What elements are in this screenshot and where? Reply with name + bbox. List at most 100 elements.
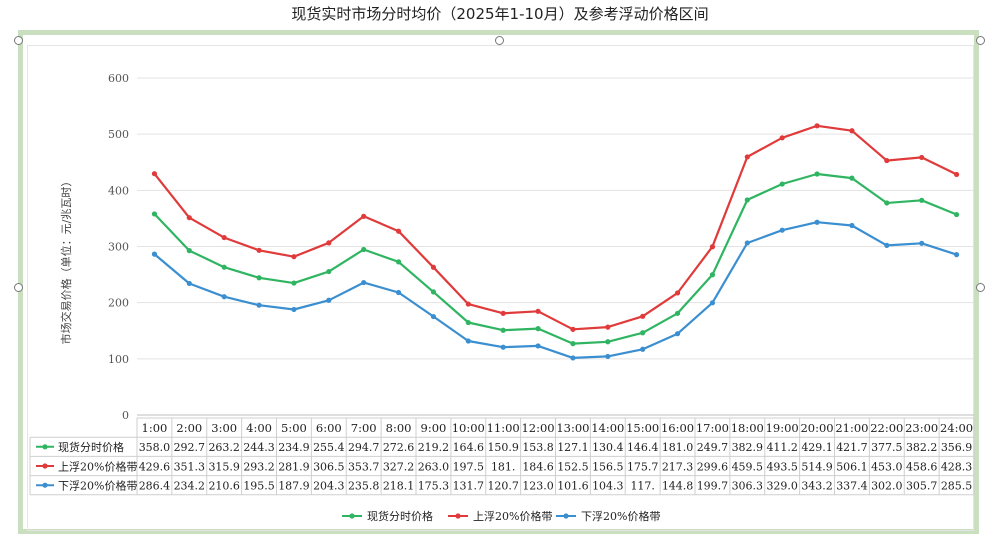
data-point <box>326 268 332 275</box>
x-tick-label: 1:00 <box>142 421 168 435</box>
y-tick-label: 300 <box>108 241 129 254</box>
data-point <box>395 259 402 265</box>
x-tick-label: 7:00 <box>351 421 377 435</box>
x-tick-label: 19:00 <box>766 421 799 435</box>
data-point <box>291 306 297 313</box>
table-cell-value: 263.2 <box>208 441 240 454</box>
x-tick-label: 23:00 <box>905 421 938 435</box>
table-cell-value: 493.5 <box>766 460 798 473</box>
chart-frame[interactable] <box>18 30 979 534</box>
plot-container <box>27 45 974 531</box>
table-cell-value: 281.9 <box>278 460 310 473</box>
data-point <box>953 211 960 218</box>
data-point <box>465 319 471 326</box>
series-line <box>153 221 957 359</box>
table-cell-value: 181.0 <box>662 441 694 454</box>
table-cell-value: 358.0 <box>139 441 171 454</box>
table-cell-value: 234.9 <box>278 441 310 454</box>
table-cell-value: 187.9 <box>278 480 310 493</box>
x-tick-label: 5:00 <box>281 421 307 435</box>
data-point <box>535 343 541 349</box>
data-point <box>291 280 297 286</box>
data-point <box>430 264 437 270</box>
table-cell-value: 218.1 <box>383 480 415 493</box>
x-tick-label: 17:00 <box>696 421 729 435</box>
data-point <box>709 272 716 278</box>
table-cell-value: 219.2 <box>418 441 450 454</box>
data-point <box>953 171 960 178</box>
data-point <box>605 339 611 345</box>
data-point <box>744 240 750 246</box>
table-cell-value: 120.7 <box>487 480 519 493</box>
resize-handle-middle-left[interactable] <box>14 283 23 292</box>
x-tick-label: 8:00 <box>386 421 412 435</box>
data-point <box>744 197 750 203</box>
table-cell-value: 199.7 <box>697 480 729 493</box>
x-tick-label: 13:00 <box>556 421 589 435</box>
table-cell-value: 421.7 <box>836 441 868 454</box>
data-point <box>186 280 192 287</box>
table-cell-value: 249.7 <box>697 441 729 454</box>
x-tick-label: 24:00 <box>940 421 973 435</box>
series-line <box>153 172 958 345</box>
table-cell-value: 306.3 <box>732 480 764 493</box>
data-point <box>500 327 506 333</box>
table-cell-value: 293.2 <box>243 460 275 473</box>
data-point <box>814 171 820 177</box>
table-cell-value: 152.5 <box>557 460 589 473</box>
x-tick-label: 6:00 <box>316 421 342 435</box>
x-tick-label: 10:00 <box>452 421 485 435</box>
data-point <box>535 308 541 314</box>
x-tick-label: 18:00 <box>731 421 764 435</box>
x-tick-label: 16:00 <box>661 421 694 435</box>
table-cell-value: 234.2 <box>174 480 206 493</box>
data-point <box>779 227 785 233</box>
table-cell-value: 429.6 <box>139 460 171 473</box>
table-cell-value: 305.7 <box>906 480 938 493</box>
table-cell-value: 255.4 <box>313 441 345 454</box>
y-tick-label: 400 <box>108 184 129 197</box>
table-cell-value: 204.3 <box>313 480 345 493</box>
resize-handle-top-center[interactable] <box>495 36 504 45</box>
table-cell-value: 235.8 <box>348 480 380 493</box>
table-cell-value: 150.9 <box>487 441 519 454</box>
x-tick-label: 21:00 <box>835 421 868 435</box>
table-series-key-marker <box>42 482 48 488</box>
table-cell-value: 153.8 <box>522 441 554 454</box>
table-cell-value: 263.0 <box>418 460 450 473</box>
legend-key-marker <box>563 513 569 519</box>
table-cell-value: 210.6 <box>208 480 240 493</box>
table-cell-value: 272.6 <box>383 441 415 454</box>
data-point <box>919 154 925 161</box>
data-point <box>640 330 646 336</box>
table-cell-value: 453.0 <box>871 460 903 473</box>
table-cell-value: 292.7 <box>174 441 206 454</box>
table-cell-value: 184.6 <box>522 460 554 473</box>
data-point <box>709 300 716 306</box>
table-cell-value: 181. <box>491 460 516 473</box>
data-point <box>361 213 367 219</box>
table-cell-value: 217.3 <box>662 460 694 473</box>
resize-handle-top-right[interactable] <box>976 36 985 45</box>
y-axis-label: 市场交易价格（单位：元/兆瓦时） <box>59 176 73 345</box>
resize-handle-middle-right[interactable] <box>976 283 985 292</box>
table-cell-value: 458.6 <box>906 460 938 473</box>
data-point <box>605 353 611 360</box>
data-point <box>430 289 437 295</box>
table-cell-value: 429.1 <box>801 441 833 454</box>
table-cell-value: 411.2 <box>766 441 798 454</box>
table-cell-value: 382.2 <box>906 441 938 454</box>
table-cell-value: 299.6 <box>697 460 729 473</box>
table-series-name: 现货分时价格 <box>58 440 124 454</box>
resize-handle-top-left[interactable] <box>14 36 23 45</box>
table-cell-value: 101.6 <box>557 480 589 493</box>
table-cell-value: 117. <box>630 480 655 493</box>
data-point <box>779 135 785 141</box>
data-point <box>953 252 960 258</box>
y-tick-label: 100 <box>108 353 129 366</box>
y-tick-label: 500 <box>108 128 129 141</box>
table-cell-value: 356.9 <box>941 441 973 454</box>
table-cell-value: 351.3 <box>174 460 206 473</box>
x-tick-label: 20:00 <box>800 421 833 435</box>
